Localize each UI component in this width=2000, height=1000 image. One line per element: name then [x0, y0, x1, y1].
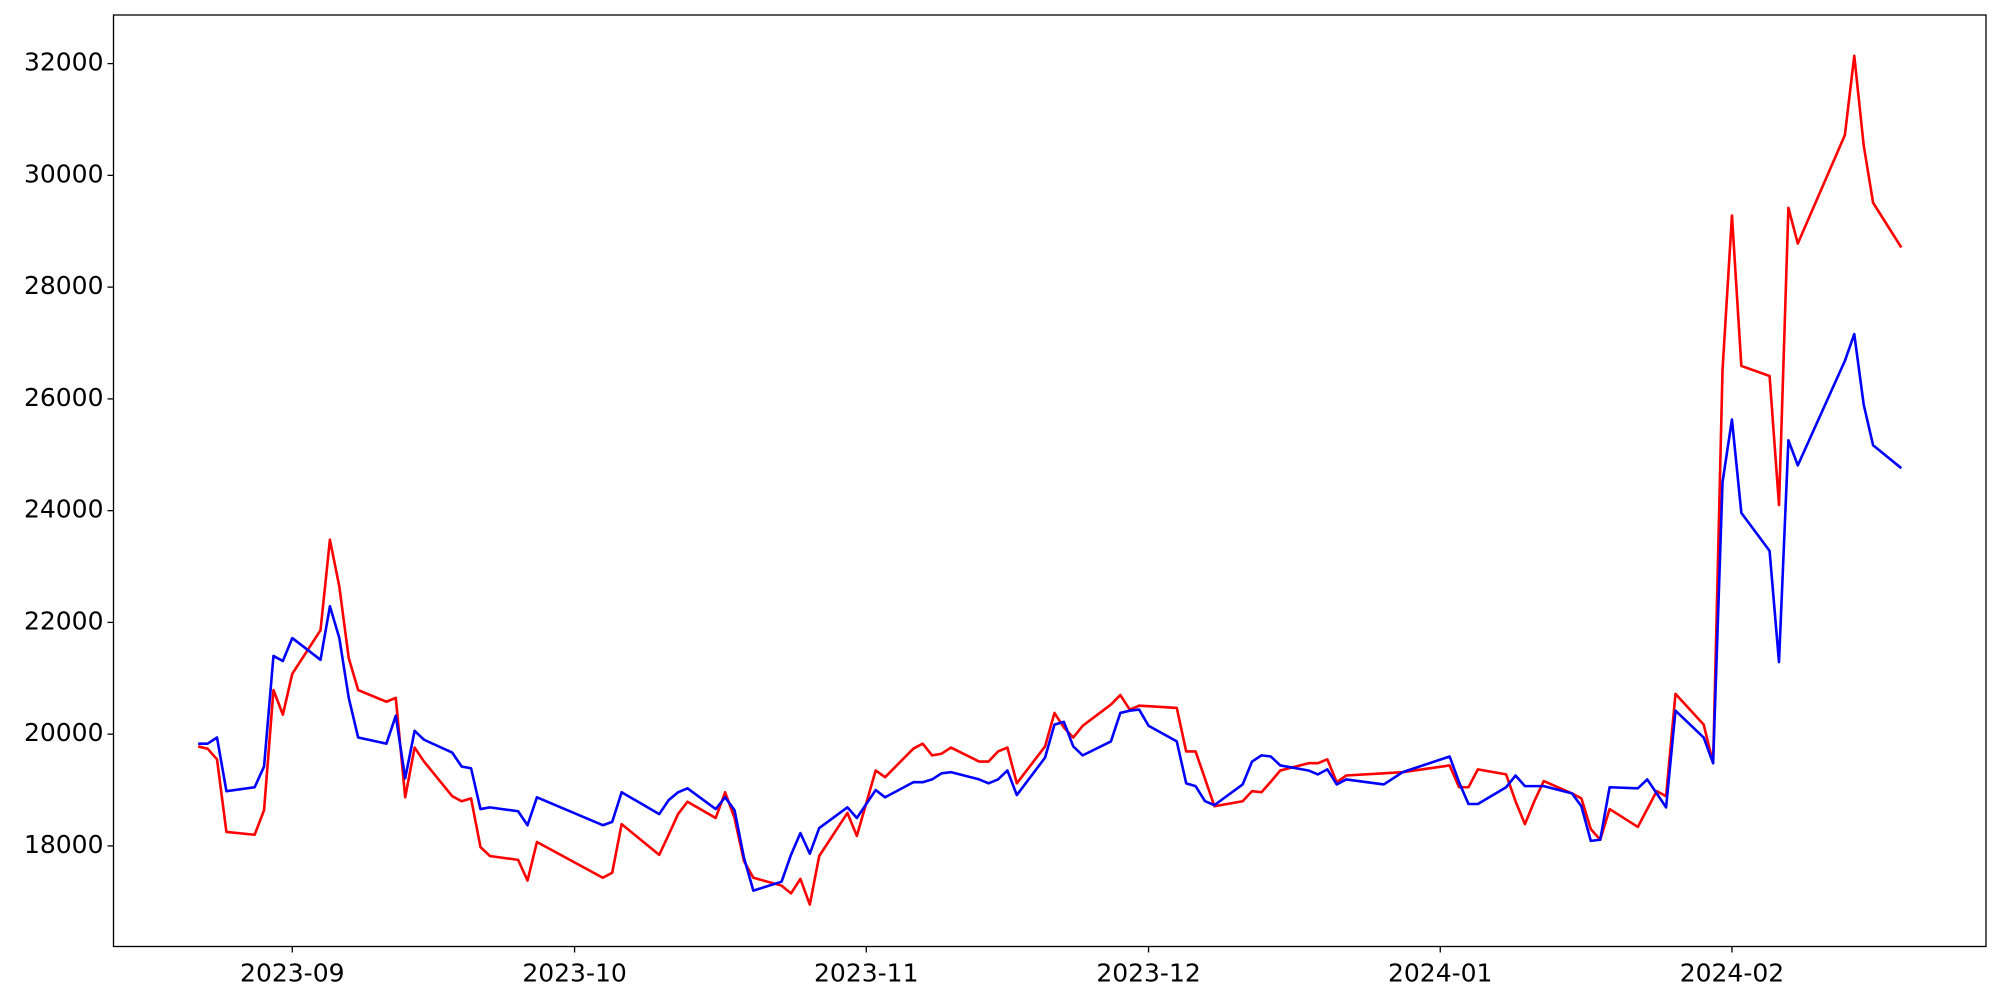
x-tick-label: 2023-10 [522, 959, 626, 988]
data-line [197, 54, 1903, 906]
x-tick-label: 2023-12 [1096, 959, 1200, 988]
y-tick-label: 32000 [24, 48, 104, 77]
y-tick-label: 20000 [24, 718, 104, 747]
y-tick-label: 30000 [24, 159, 104, 188]
y-tick-label: 26000 [24, 383, 104, 412]
x-tick-label: 2023-11 [814, 959, 918, 988]
y-tick-label: 28000 [24, 271, 104, 300]
plot-frame [112, 14, 1987, 948]
x-tick-label: 2024-02 [1680, 959, 1784, 988]
y-tick-label: 24000 [24, 495, 104, 524]
data-line [198, 332, 1903, 892]
y-tick-label: 22000 [24, 606, 104, 635]
x-tick-label: 2024-01 [1388, 959, 1492, 988]
x-tick-label: 2023-09 [240, 959, 344, 988]
y-tick-label: 18000 [24, 830, 104, 859]
